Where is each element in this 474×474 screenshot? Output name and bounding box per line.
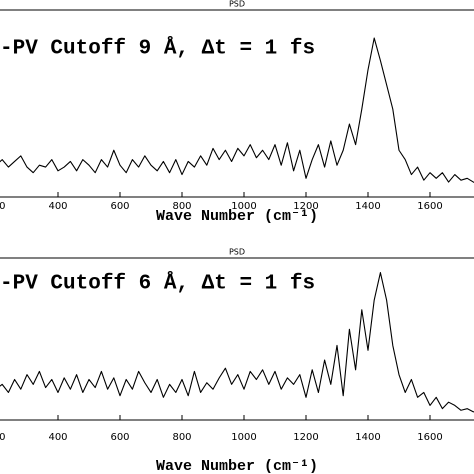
- x-axis-label: Wave Number (cm⁻¹): [156, 208, 318, 225]
- x-tick-label: 800: [172, 201, 191, 212]
- x-tick-label: 600: [110, 201, 129, 212]
- x-tick-label: 200: [0, 201, 6, 212]
- annotation: -PV Cutoff 9 Å, Δt = 1 fs: [0, 36, 315, 61]
- chart-title: PSD: [229, 248, 245, 257]
- x-tick-label: 1400: [355, 432, 380, 443]
- x-tick-label: 1200: [293, 201, 318, 212]
- x-tick-label: 600: [110, 432, 129, 443]
- spectrum-line: [0, 37, 474, 184]
- annotation: -PV Cutoff 6 Å, Δt = 1 fs: [0, 271, 315, 296]
- x-tick-label: 1600: [417, 432, 442, 443]
- chart-title: PSD: [229, 0, 245, 9]
- x-tick-label: 1000: [231, 201, 256, 212]
- x-tick-label: 1400: [355, 201, 380, 212]
- x-tick-label: 400: [48, 201, 67, 212]
- x-tick-label: 200: [0, 432, 6, 443]
- x-axis-label: Wave Number (cm⁻¹): [156, 458, 318, 474]
- x-tick-label: 1200: [293, 432, 318, 443]
- spectrum-line: [0, 272, 474, 413]
- x-tick-label: 400: [48, 432, 67, 443]
- x-tick-label: 1600: [417, 201, 442, 212]
- x-tick-label: 800: [172, 432, 191, 443]
- x-tick-label: 1000: [231, 432, 256, 443]
